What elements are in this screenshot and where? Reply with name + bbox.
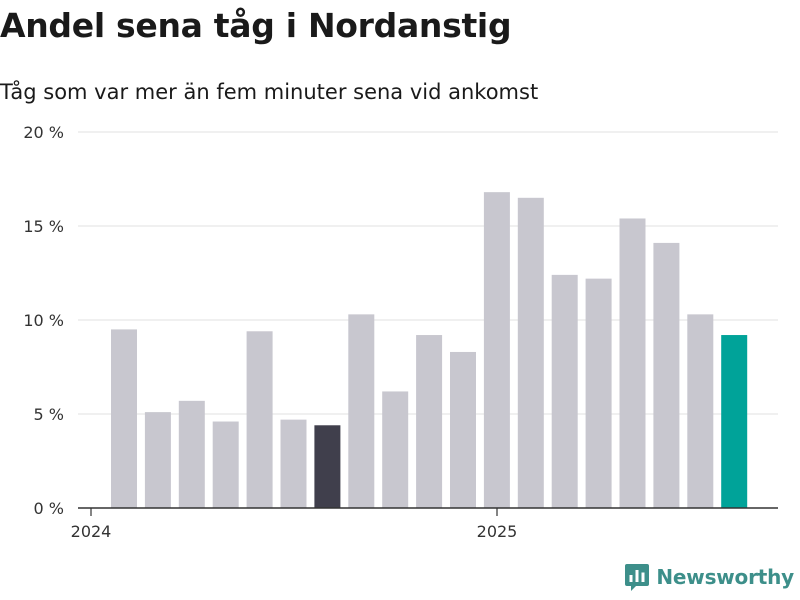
bar	[144, 412, 171, 508]
y-tick-label: 15 %	[23, 217, 64, 236]
bar	[653, 242, 680, 509]
x-tick-label: 2024	[71, 522, 112, 541]
bars	[111, 192, 748, 509]
chart-subtitle: Tåg som var mer än fem minuter sena vid …	[0, 80, 539, 104]
bar	[246, 331, 273, 508]
y-tick-label: 0 %	[34, 499, 64, 518]
brand-logo: Newsworthy	[624, 562, 794, 592]
axes: 0 % 5 % 10 % 15 % 20 % 2024 2025	[23, 123, 778, 541]
newsworthy-logo-icon	[625, 564, 650, 591]
bar	[585, 278, 612, 508]
bar	[450, 351, 476, 508]
bar	[348, 314, 375, 508]
y-tick-label: 20 %	[23, 123, 64, 142]
bar	[551, 274, 578, 508]
bar	[483, 192, 510, 508]
bar	[517, 197, 544, 509]
bar	[619, 218, 646, 509]
bar	[178, 400, 205, 508]
y-tick-label: 10 %	[23, 311, 64, 330]
bar	[721, 335, 748, 508]
bar	[111, 329, 137, 508]
bar	[416, 335, 443, 508]
brand-name: Newsworthy	[656, 565, 794, 589]
chart-title: Andel sena tåg i Nordanstig	[0, 6, 512, 45]
bar	[314, 425, 341, 508]
bar	[382, 391, 409, 508]
bar	[212, 421, 239, 508]
bar	[687, 314, 714, 508]
bar	[280, 419, 307, 508]
x-tick-label: 2025	[477, 522, 518, 541]
y-tick-label: 5 %	[34, 405, 64, 424]
